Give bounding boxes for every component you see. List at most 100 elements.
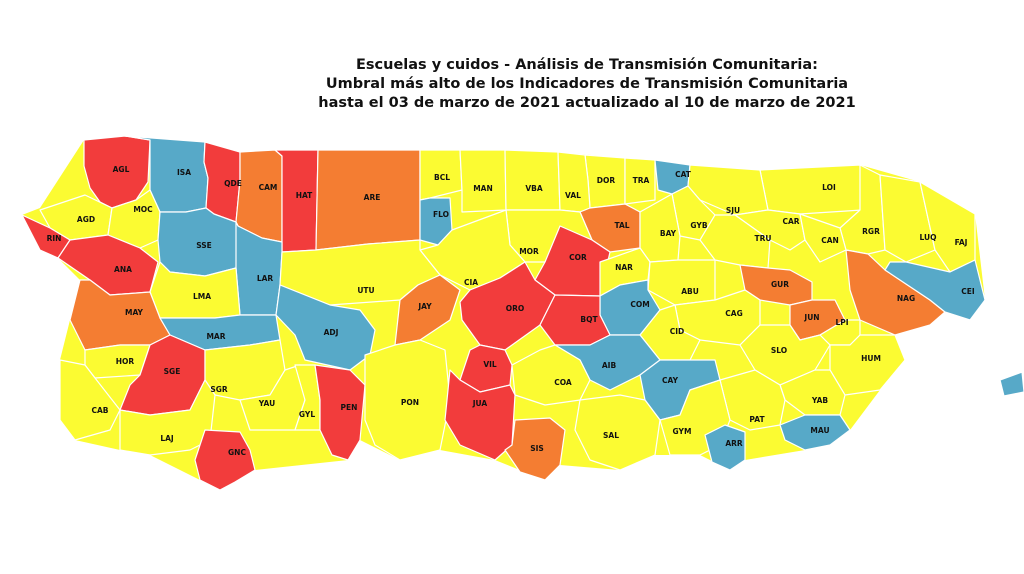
municipality-label-luq: LUQ [920,233,937,242]
municipality-label-jua: JUA [472,399,488,408]
municipality-label-nar: NAR [615,263,633,272]
municipality-nag[interactable] [845,249,946,336]
municipality-sis[interactable] [504,417,566,481]
municipality-tru[interactable] [699,214,771,269]
municipality-label-jun: JUN [803,313,819,322]
municipality-luq[interactable] [879,174,936,263]
municipality-label-jay: JAY [417,302,432,311]
municipality-gnc[interactable] [194,429,256,491]
title-line-2: Umbral más alto de los Indicadores de Tr… [325,76,849,92]
municipality-label-cid: CID [670,327,685,336]
municipality-label-sgr: SGR [210,385,228,394]
municipality-label-dor: DOR [597,176,616,185]
municipality-loi[interactable] [759,164,863,215]
municipality-label-nag: NAG [897,294,915,303]
municipality-label-cei: CEI [961,287,975,296]
municipality-label-cag: CAG [725,309,742,318]
municipality-label-tal: TAL [614,221,629,230]
municipality-label-mau: MAU [810,426,829,435]
municipality-label-gyb: GYB [690,221,707,230]
municipality-tra[interactable] [624,157,656,205]
municipality-label-mar: MAR [206,332,225,341]
municipality-mau[interactable] [779,414,851,451]
municipality-pen[interactable] [314,364,366,461]
municipality-label-isa: ISA [177,168,191,177]
municipality-bcl[interactable] [419,149,463,201]
municipality-pon[interactable] [364,339,451,461]
municipality-cul[interactable] [999,371,1024,397]
municipality-laj[interactable] [119,379,216,456]
municipality-label-lpi: LPI [835,318,848,327]
municipality-label-utu: UTU [357,286,374,295]
municipality-label-cia: CIA [464,278,478,287]
municipality-label-agl: AGL [113,165,130,174]
municipality-label-loi: LOI [822,183,836,192]
municipality-label-coa: COA [554,378,572,387]
municipality-label-rin: RIN [47,234,62,243]
municipality-label-pat: PAT [749,415,765,424]
municipality-label-hor: HOR [116,357,135,366]
municipality-label-sge: SGE [164,367,181,376]
municipality-sal[interactable] [574,394,661,471]
municipality-label-yab: YAB [811,396,829,405]
municipality-label-pen: PEN [341,403,358,412]
municipality-coa[interactable] [511,344,591,406]
municipality-label-gym: GYM [673,427,692,436]
municipality-label-bay: BAY [660,229,677,238]
municipality-yab[interactable] [779,369,846,416]
municipality-pat[interactable] [719,369,786,431]
municipality-can[interactable] [799,213,847,263]
municipality-label-sis: SIS [530,444,544,453]
municipality-adj[interactable] [275,284,376,371]
municipality-label-arr: ARR [725,439,743,448]
municipality-label-mor: MOR [519,247,539,256]
title-line-3: hasta el 03 de marzo de 2021 actualizado… [318,95,856,111]
municipality-cia[interactable] [419,209,526,291]
municipality-arr[interactable] [704,424,746,471]
municipality-label-can: CAN [821,236,839,245]
municipality-label-sju: SJU [726,206,740,215]
municipality-label-lar: LAR [257,274,274,283]
municipality-label-bqt: BQT [580,315,598,324]
municipality-label-agd: AGD [77,215,95,224]
municipality-label-are: ARE [364,193,381,202]
municipality-label-vil: VIL [483,360,497,369]
municipality-hum[interactable] [829,334,906,396]
municipality-label-pon: PON [401,398,419,407]
municipality-label-cat: CAT [675,170,692,179]
municipality-label-qde: QDE [224,179,242,188]
map-title: Escuelas y cuidos - Análisis de Transmis… [262,56,912,113]
municipality-label-sse: SSE [196,241,212,250]
municipality-label-slo: SLO [771,346,787,355]
municipality-label-man: MAN [473,184,493,193]
municipality-man[interactable] [459,149,507,213]
municipality-label-lma: LMA [193,292,211,301]
municipality-label-gur: GUR [771,280,789,289]
municipality-label-cay: CAY [662,376,679,385]
municipality-label-val: VAL [565,191,581,200]
municipality-label-sal: SAL [603,431,619,440]
municipality-label-com: COM [630,300,649,309]
municipality-label-bcl: BCL [434,173,450,182]
municipality-label-gyl: GYL [299,410,315,419]
title-line-1: Escuelas y cuidos - Análisis de Transmis… [356,57,818,73]
municipality-slo[interactable] [739,324,831,386]
municipality-label-car: CAR [782,217,799,226]
municipality-label-vba: VBA [525,184,543,193]
municipality-val[interactable] [557,151,591,213]
municipality-label-abu: ABU [681,287,699,296]
municipality-cab[interactable] [59,359,121,441]
municipality-jua[interactable] [444,369,516,461]
municipality-label-flo: FLO [433,210,449,219]
municipality-label-gnc: GNC [228,448,246,457]
municipality-label-cor: COR [569,253,587,262]
municipality-label-yau: YAU [258,399,275,408]
municipality-cei[interactable] [884,259,986,321]
municipality-label-rgr: RGR [862,227,880,236]
municipality-label-aib: AIB [602,361,617,370]
municipality-hat[interactable] [274,149,319,253]
municipality-vba[interactable] [504,149,561,211]
municipality-label-tra: TRA [633,176,650,185]
municipality-label-adj: ADJ [324,328,339,337]
